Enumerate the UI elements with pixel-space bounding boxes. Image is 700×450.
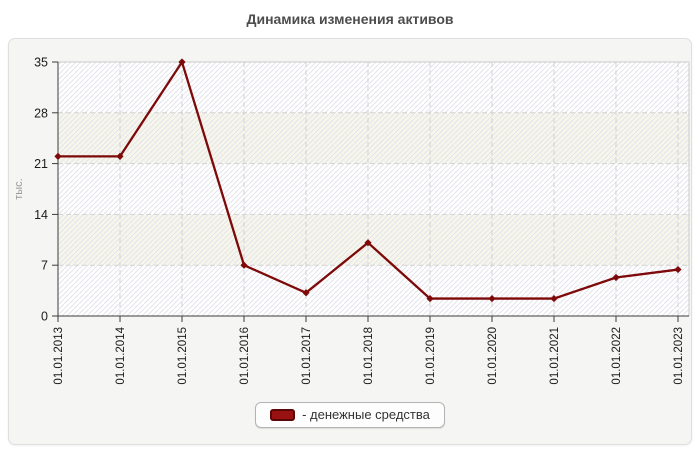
- x-tick-label: 01.01.2019: [425, 327, 437, 385]
- x-tick-label: 01.01.2022: [611, 327, 623, 385]
- data-point-marker: [54, 152, 62, 160]
- data-point-marker: [178, 58, 186, 66]
- y-axis-title: тыс.: [13, 178, 25, 200]
- x-tick-label: 01.01.2016: [239, 327, 251, 385]
- data-point-marker: [488, 294, 496, 303]
- data-point-marker: [240, 261, 248, 269]
- data-point-marker: [550, 294, 558, 303]
- y-tick-label: 21: [34, 157, 48, 171]
- x-tick-label: 01.01.2014: [115, 326, 127, 384]
- plot-hatch: [58, 62, 689, 316]
- x-tick-label: 01.01.2020: [487, 327, 499, 385]
- legend-series-label: - денежные средства: [302, 407, 430, 422]
- x-tick-label: 01.01.2017: [301, 327, 313, 385]
- y-tick-label: 35: [34, 56, 48, 70]
- chart-title: Динамика изменения активов: [246, 11, 454, 27]
- data-point-marker: [364, 239, 372, 247]
- y-tick-label: 14: [34, 208, 48, 222]
- y-tick-label: 0: [41, 310, 48, 324]
- data-point-marker: [426, 294, 434, 303]
- data-point-marker: [116, 152, 124, 160]
- plot-border: [58, 61, 690, 316]
- x-tick-label: 01.01.2021: [549, 327, 561, 385]
- legend: - денежные средства: [9, 402, 691, 428]
- y-tick-label: 28: [34, 106, 48, 120]
- x-tick-label: 01.01.2013: [53, 327, 65, 385]
- line-chart: 0 7 14 21 28 35 01.01.2013 01.01.2014 01.01.2015…: [13, 56, 690, 385]
- x-tick-label: 01.01.2023: [673, 327, 685, 385]
- chart-panel: 0 7 14 21 28 35 01.01.2013 01.01.2014 01.01.2015…: [8, 38, 692, 445]
- legend-swatch-icon: [270, 408, 296, 421]
- legend-box: - денежные средства: [255, 402, 445, 428]
- x-tick-label: 01.01.2018: [363, 327, 375, 385]
- y-tick-label: 7: [41, 259, 48, 273]
- x-tick-label: 01.01.2015: [177, 327, 189, 385]
